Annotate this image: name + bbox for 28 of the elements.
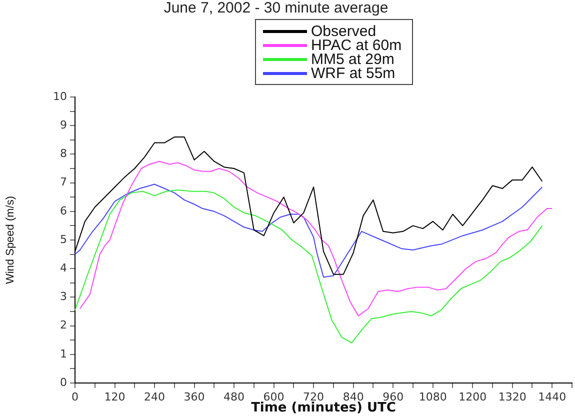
y-tick-label: 3 (60, 290, 67, 304)
y-tick-label: 2 (60, 318, 67, 332)
legend-label: Observed (311, 22, 376, 40)
y-tick-label: 6 (60, 204, 67, 218)
legend-label: WRF at 55m (311, 64, 396, 82)
x-tick-label: 1320 (498, 390, 526, 404)
y-tick-label: 1 (60, 347, 67, 360)
x-tick-label: 1080 (418, 390, 447, 404)
x-tick-label: 1440 (538, 390, 566, 404)
y-tick-label: 0 (60, 376, 67, 389)
y-tick-label: 8 (60, 147, 67, 160)
y-tick-label: 4 (60, 261, 67, 274)
x-tick-label: 240 (144, 390, 166, 404)
y-axis-title: Wind Speed (m/s) (4, 196, 17, 284)
x-tick-label: 480 (224, 390, 245, 404)
x-tick-label: 360 (184, 390, 205, 404)
y-tick-label: 5 (60, 232, 67, 246)
y-tick-label: 9 (60, 118, 67, 132)
x-tick-label: 0 (72, 390, 78, 404)
y-tick-label: 7 (60, 176, 67, 189)
chart-title: June 7, 2002 - 30 minute average (164, 0, 388, 17)
x-axis-title: Time (minutes) UTC (251, 400, 396, 416)
x-tick-label: 120 (104, 390, 126, 404)
y-tick-label: 10 (53, 90, 67, 103)
legend-label: MM5 at 29m (311, 50, 394, 68)
legend-label: HPAC at 60m (311, 36, 402, 54)
x-tick-label: 1200 (458, 390, 487, 404)
x-tick-label: 600 (263, 390, 284, 404)
